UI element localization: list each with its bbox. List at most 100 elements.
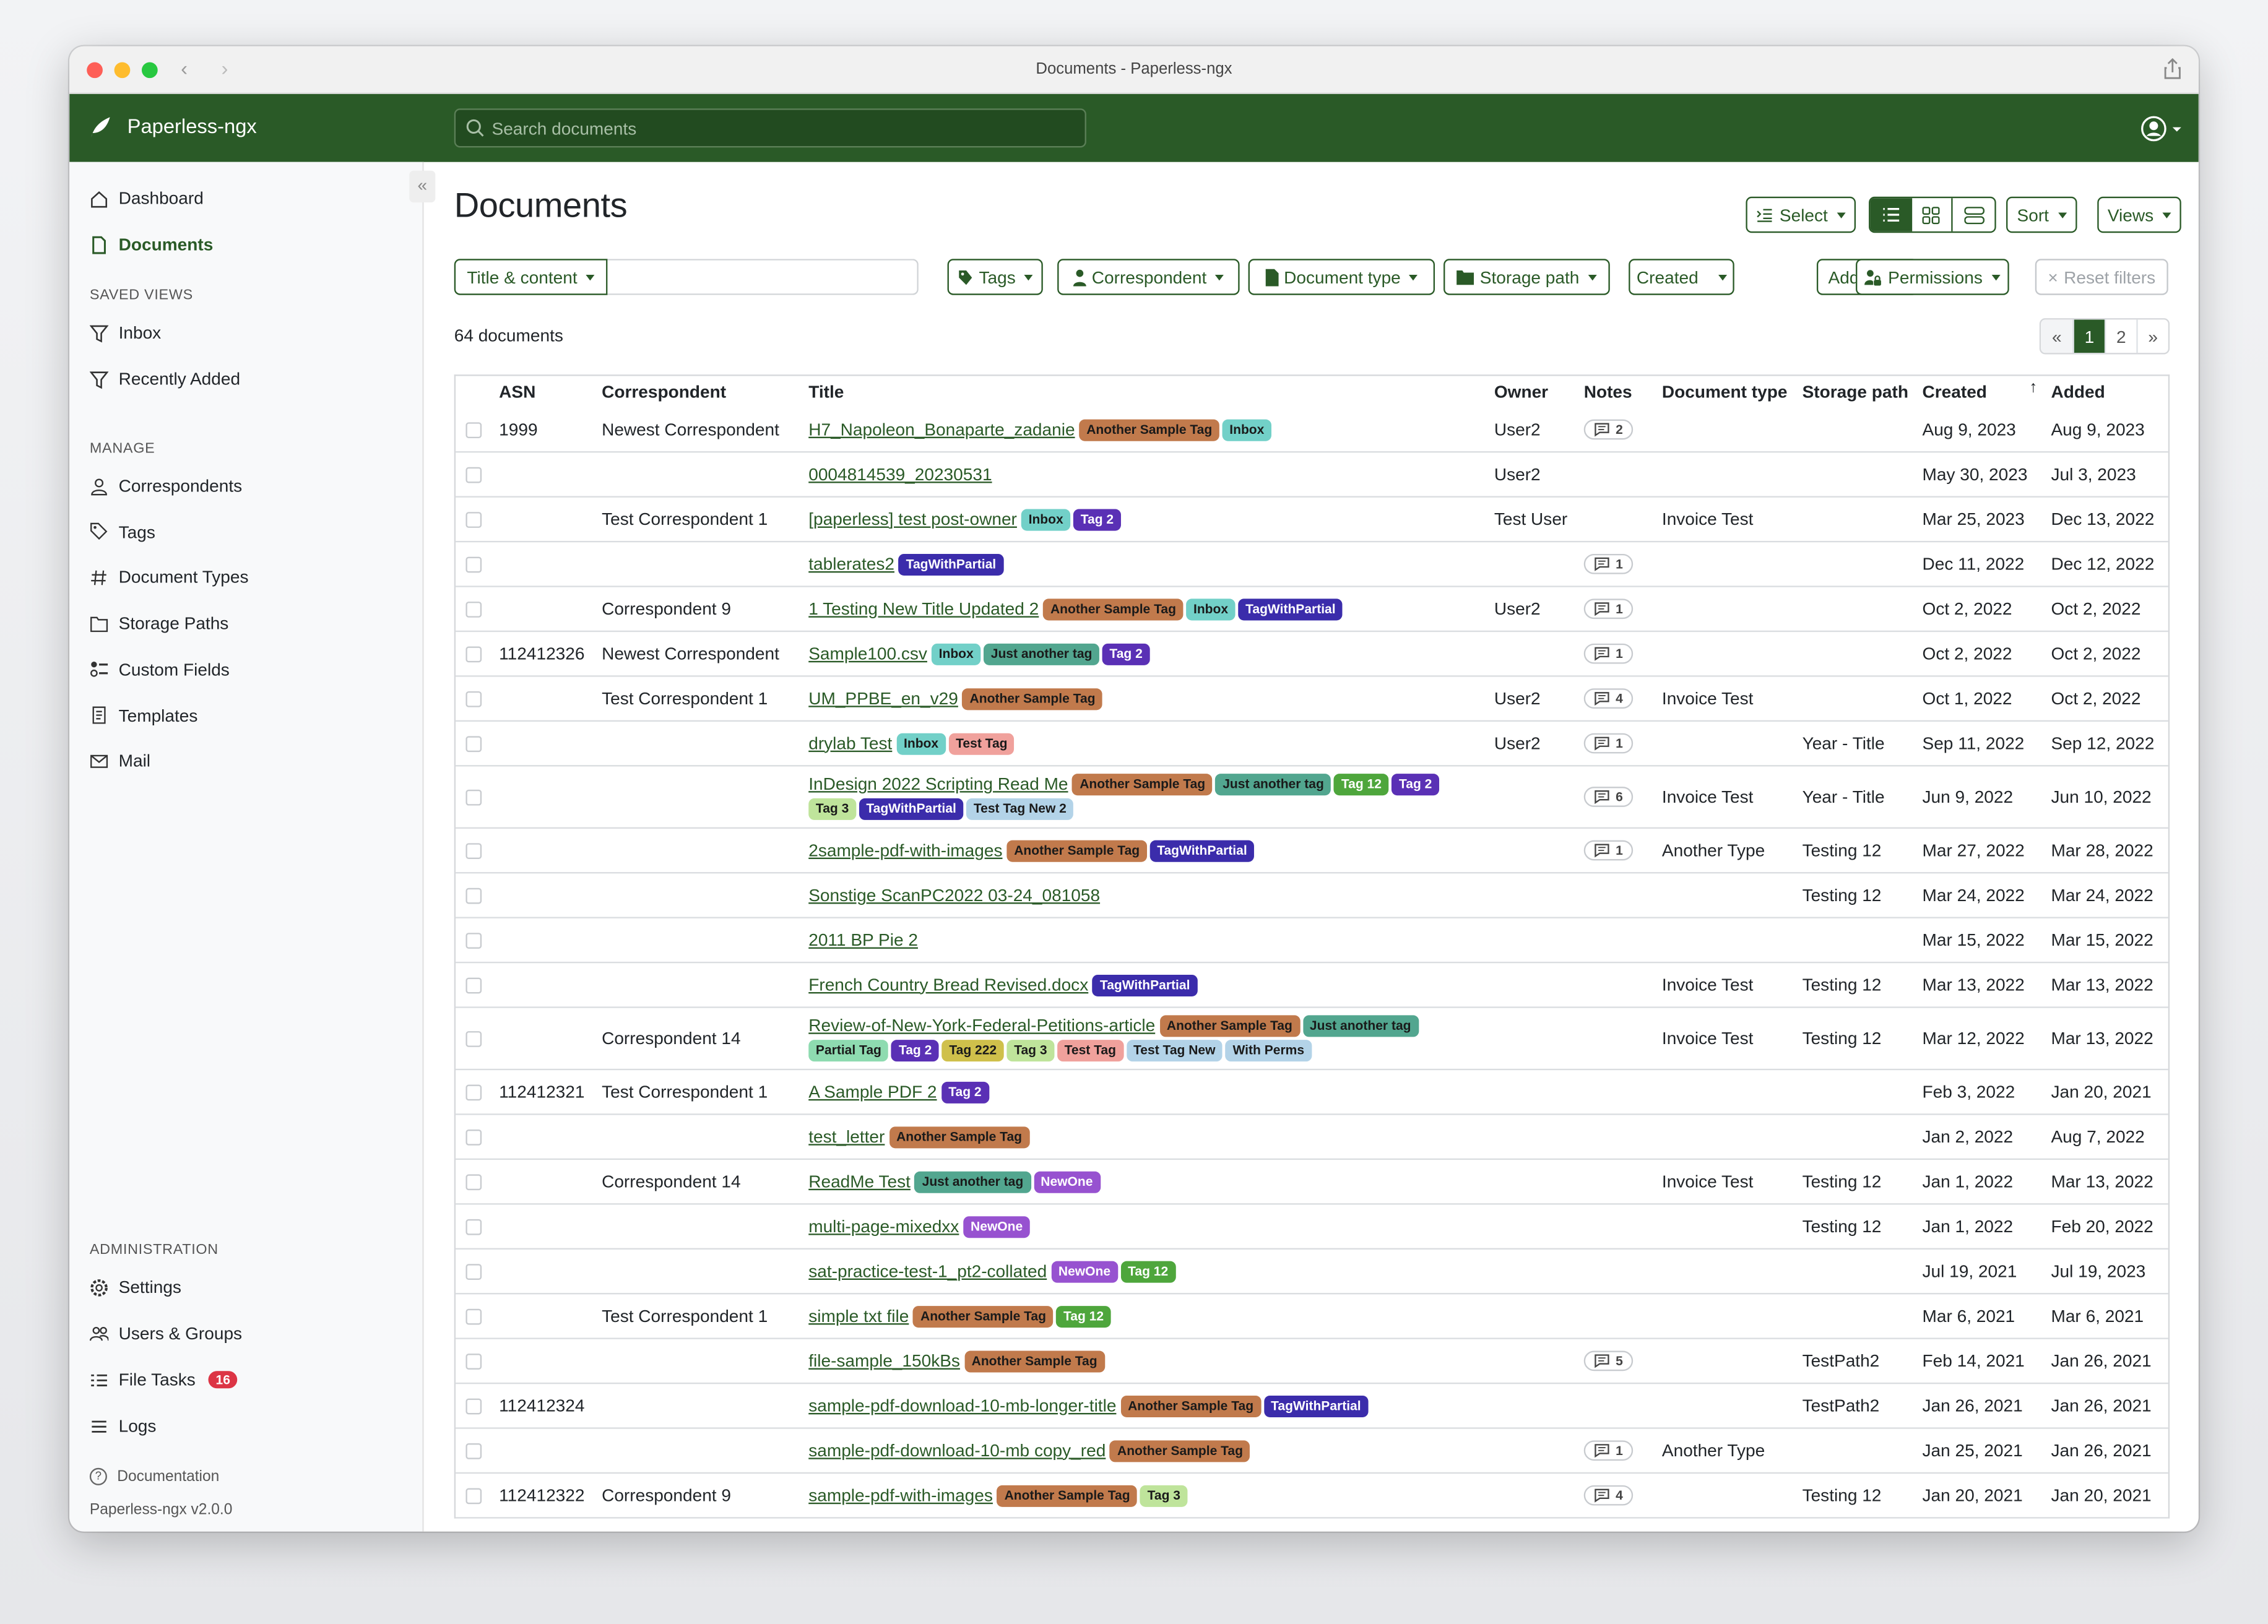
row-checkbox[interactable] xyxy=(465,887,482,904)
pagination-next[interactable]: » xyxy=(2136,319,2168,353)
sidebar-item-tags[interactable]: Tags xyxy=(90,522,155,542)
column-header-correspondent[interactable]: Correspondent xyxy=(599,382,805,402)
column-header-created[interactable]: Created xyxy=(1920,382,2048,402)
tag-badge[interactable]: Just another tag xyxy=(914,1170,1031,1193)
sidebar-item-logs[interactable]: Logs xyxy=(90,1416,156,1436)
document-title-link[interactable]: Sonstige ScanPC2022 03-24_081058 xyxy=(808,885,1101,905)
row-checkbox[interactable] xyxy=(465,1353,482,1369)
document-title-link[interactable]: drylab Test xyxy=(808,732,893,753)
document-title-link[interactable]: 2sample-pdf-with-images xyxy=(808,839,1003,860)
storage-path-filter-button[interactable]: Storage path xyxy=(1443,259,1610,295)
column-header-title[interactable]: Title xyxy=(806,376,1492,408)
notes-badge[interactable]: 1 xyxy=(1583,642,1634,663)
tag-badge[interactable]: Another Sample Tag xyxy=(1043,598,1184,620)
tag-badge[interactable]: TagWithPartial xyxy=(1149,839,1255,862)
document-title-link[interactable]: French Country Bread Revised.docx xyxy=(808,974,1089,995)
table-row[interactable]: 112412321 Test Correspondent 1 A Sample PD… xyxy=(456,1070,2168,1115)
row-checkbox[interactable] xyxy=(465,556,482,572)
tag-badge[interactable]: NewOne xyxy=(1051,1260,1118,1282)
column-header-owner[interactable]: Owner xyxy=(1491,382,1581,402)
brand-name[interactable]: Paperless-ngx xyxy=(127,114,257,137)
document-title-link[interactable]: tablerates2 xyxy=(808,553,894,574)
table-row[interactable]: 1999 Newest Correspondent H7_Napoleon_Bona… xyxy=(456,408,2168,453)
document-title-link[interactable]: test_letter xyxy=(808,1126,885,1146)
sort-button[interactable]: Sort xyxy=(2006,196,2077,233)
user-menu[interactable] xyxy=(2140,116,2181,149)
table-row[interactable]: drylab Test Inbox Test Tag User2 1 Year - Tit… xyxy=(456,722,2168,767)
close-window-button[interactable] xyxy=(87,62,103,79)
tag-badge[interactable]: Tag 2 xyxy=(1392,774,1440,796)
document-title-link[interactable]: InDesign 2022 Scripting Read Me xyxy=(808,774,1068,794)
notes-badge[interactable]: 1 xyxy=(1583,839,1634,860)
document-title-link[interactable]: Review-of-New-York-Federal-Petitions-art… xyxy=(808,1015,1156,1036)
sidebar-item-storage-paths[interactable]: Storage Paths xyxy=(90,613,228,634)
tag-badge[interactable]: Another Sample Tag xyxy=(962,688,1103,710)
column-header-doctype[interactable]: Document type xyxy=(1659,382,1799,402)
tag-badge[interactable]: Tag 2 xyxy=(941,1081,989,1103)
document-title-link[interactable]: [paperless] test post-owner xyxy=(808,508,1017,529)
notes-badge[interactable]: 1 xyxy=(1583,598,1634,618)
document-title-link[interactable]: sample-pdf-with-images xyxy=(808,1484,993,1505)
sidebar-item-templates[interactable]: Templates xyxy=(90,705,197,725)
tag-badge[interactable]: Another Sample Tag xyxy=(1006,839,1147,862)
tag-badge[interactable]: Another Sample Tag xyxy=(1079,418,1219,441)
table-row[interactable]: file-sample_150kBs Another Sample Tag 5 Tes… xyxy=(456,1339,2168,1384)
document-title-link[interactable]: 1 Testing New Title Updated 2 xyxy=(808,598,1039,618)
table-row[interactable]: sat-practice-test-1_pt2-collated NewOne Ta… xyxy=(456,1250,2168,1295)
correspondent-filter-button[interactable]: Correspondent xyxy=(1057,259,1240,295)
tag-badge[interactable]: Inbox xyxy=(896,732,946,754)
document-title-link[interactable]: sat-practice-test-1_pt2-collated xyxy=(808,1260,1047,1281)
row-checkbox[interactable] xyxy=(465,466,482,483)
collapse-sidebar-button[interactable]: « xyxy=(409,170,436,203)
tag-badge[interactable]: Just another tag xyxy=(1215,774,1331,796)
document-title-link[interactable]: file-sample_150kBs xyxy=(808,1350,960,1371)
document-title-link[interactable]: sample-pdf-download-10-mb-longer-title xyxy=(808,1394,1117,1415)
row-checkbox[interactable] xyxy=(465,735,482,751)
row-checkbox[interactable] xyxy=(465,1263,482,1279)
tag-badge[interactable]: Test Tag New xyxy=(1126,1040,1223,1062)
sidebar-item-users-groups[interactable]: Users & Groups xyxy=(89,1323,242,1344)
table-row[interactable]: Test Correspondent 1 simple txt file Anoth… xyxy=(456,1294,2168,1339)
document-title-link[interactable]: sample-pdf-download-10-mb copy_red xyxy=(808,1440,1106,1460)
sidebar-item-recently-added[interactable]: Recently Added xyxy=(89,369,240,389)
table-row[interactable]: 112412322 Correspondent 9 sample-pdf-with-… xyxy=(456,1474,2168,1519)
row-checkbox[interactable] xyxy=(465,1308,482,1324)
tag-badge[interactable]: Tag 3 xyxy=(1140,1484,1188,1506)
sidebar-item-settings[interactable]: Settings xyxy=(90,1277,181,1297)
created-filter-button[interactable]: Created xyxy=(1629,259,1734,295)
sidebar-item-dashboard[interactable]: Dashboard xyxy=(90,188,204,208)
document-title-link[interactable]: multi-page-mixedxx xyxy=(808,1216,959,1236)
table-row[interactable]: French Country Bread Revised.docx TagWith… xyxy=(456,963,2168,1008)
row-checkbox[interactable] xyxy=(465,646,482,662)
select-button[interactable]: Select xyxy=(1746,196,1856,233)
tag-badge[interactable]: Tag 2 xyxy=(1102,642,1150,665)
sidebar-documentation-link[interactable]: ? Documentation xyxy=(89,1467,219,1485)
views-button[interactable]: Views xyxy=(2097,196,2181,233)
table-row[interactable]: 2sample-pdf-with-images Another Sample Ta… xyxy=(456,829,2168,874)
tag-badge[interactable]: Inbox xyxy=(931,642,981,665)
sidebar-item-custom-fields[interactable]: Custom Fields xyxy=(90,659,230,680)
tag-badge[interactable]: Test Tag xyxy=(1057,1040,1123,1062)
row-checkbox[interactable] xyxy=(465,1128,482,1145)
table-row[interactable]: Sonstige ScanPC2022 03-24_081058 Testing … xyxy=(456,873,2168,918)
sidebar-item-file-tasks[interactable]: File Tasks 16 xyxy=(90,1370,238,1390)
tag-badge[interactable]: TagWithPartial xyxy=(898,553,1003,575)
tag-badge[interactable]: Another Sample Tag xyxy=(1072,774,1213,796)
row-checkbox[interactable] xyxy=(465,977,482,993)
maximize-window-button[interactable] xyxy=(141,62,158,79)
table-row[interactable]: tablerates2 TagWithPartial 1 Dec 11, 2022 De… xyxy=(456,542,2168,587)
tag-badge[interactable]: NewOne xyxy=(963,1216,1030,1238)
table-row[interactable]: sample-pdf-download-10-mb copy_red Anothe… xyxy=(456,1429,2168,1474)
table-row[interactable]: Correspondent 14 Review-of-New-York-Feder… xyxy=(456,1008,2168,1071)
table-row[interactable]: Correspondent 9 1 Testing New Title Updat… xyxy=(456,587,2168,633)
tag-badge[interactable]: Tag 2 xyxy=(1073,508,1121,530)
row-checkbox[interactable] xyxy=(465,600,482,617)
notes-badge[interactable]: 6 xyxy=(1583,786,1634,806)
tag-badge[interactable]: Tag 3 xyxy=(1006,1040,1055,1062)
table-row[interactable]: multi-page-mixedxx NewOne Testing 12 Jan 1,… xyxy=(456,1204,2168,1250)
large-cards-view-button[interactable] xyxy=(1953,198,1994,231)
notes-badge[interactable]: 1 xyxy=(1583,1440,1634,1460)
tag-badge[interactable]: TagWithPartial xyxy=(859,798,964,820)
sidebar-item-inbox[interactable]: Inbox xyxy=(89,322,161,343)
tag-badge[interactable]: Another Sample Tag xyxy=(1110,1440,1250,1462)
